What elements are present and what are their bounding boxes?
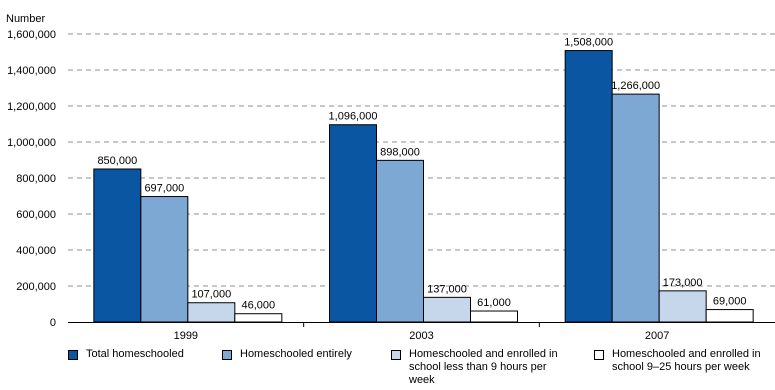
x-axis-ticks: 1999 2003 2007 [174, 322, 670, 342]
y-tick-label: 1,600,000 [7, 29, 56, 41]
x-tick-label: 2003 [409, 330, 433, 342]
legend-label: Total homeschooled [86, 348, 184, 361]
legend-item-enrolled-less-than-9-hours: Homeschooled and enrolled in school less… [391, 348, 567, 387]
data-label: 137,000 [427, 283, 467, 295]
bar [612, 94, 659, 322]
y-axis-label: Number [6, 13, 45, 25]
y-tick-label: 200,000 [16, 281, 56, 293]
x-tick-label: 2007 [645, 330, 669, 342]
data-label: 1,266,000 [611, 80, 660, 92]
legend-swatch [222, 350, 232, 360]
y-tick-label: 1,000,000 [7, 137, 56, 149]
y-tick-label: 1,200,000 [7, 101, 56, 113]
bar [94, 169, 141, 322]
bar [330, 125, 377, 322]
legend-swatch [391, 350, 401, 360]
x-tick-label: 1999 [174, 330, 198, 342]
bar [141, 197, 188, 322]
y-tick-label: 400,000 [16, 245, 56, 257]
y-tick-label: 1,400,000 [7, 65, 56, 77]
legend-item-homeschooled-entirely: Homeschooled entirely [222, 348, 392, 361]
legend-item-enrolled-9-25-hours: Homeschooled and enrolled in school 9–25… [594, 348, 775, 374]
data-label: 1,508,000 [564, 37, 613, 49]
legend-swatch [594, 350, 604, 360]
legend-item-total-homeschooled: Total homeschooled [68, 348, 218, 361]
bar [471, 311, 518, 322]
y-axis-ticks: 0 200,000 400,000 600,000 800,000 1,000,000 1,… [7, 29, 56, 329]
data-label: 61,000 [477, 297, 511, 309]
data-label: 46,000 [242, 300, 276, 312]
legend-label: Homeschooled and enrolled in school 9–25… [612, 348, 775, 374]
bar [659, 291, 706, 322]
data-label: 1,096,000 [329, 111, 378, 123]
data-label: 697,000 [144, 183, 184, 195]
data-label: 107,000 [191, 289, 231, 301]
data-label: 69,000 [713, 296, 747, 308]
y-tick-label: 600,000 [16, 209, 56, 221]
legend-swatch [68, 350, 78, 360]
y-tick-label: 0 [50, 317, 56, 329]
bar [706, 310, 753, 322]
bar [188, 303, 235, 322]
legend-label: Homeschooled and enrolled in school less… [409, 348, 567, 387]
legend-label: Homeschooled entirely [240, 348, 352, 361]
data-label: 898,000 [380, 146, 420, 158]
data-label: 850,000 [97, 155, 137, 167]
bar [235, 314, 282, 322]
y-tick-label: 800,000 [16, 173, 56, 185]
bar [377, 160, 424, 322]
legend: Total homeschooled Homeschooled entirely… [68, 348, 775, 390]
bar [565, 51, 612, 322]
data-label: 173,000 [663, 277, 703, 289]
bar [424, 297, 471, 322]
